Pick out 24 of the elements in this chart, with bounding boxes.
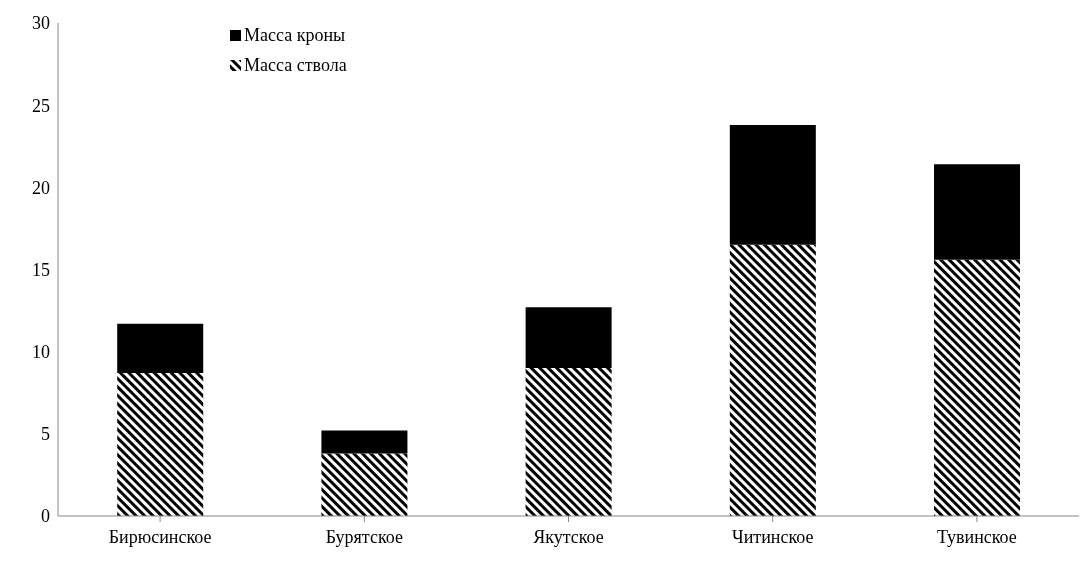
- y-tick-label: 15: [32, 259, 50, 280]
- x-tick-label: Бирюсинское: [108, 526, 212, 547]
- bar: [729, 244, 816, 516]
- y-tick-label: 5: [41, 424, 50, 445]
- legend-label: Масса кроны: [244, 24, 346, 46]
- bar: [117, 323, 204, 374]
- bar: [321, 453, 408, 516]
- y-tick-label: 10: [32, 342, 50, 363]
- y-tick-label: 25: [32, 95, 50, 116]
- bar: [729, 124, 816, 245]
- legend-label: Масса ствола: [244, 54, 347, 76]
- y-tick-label: 30: [32, 13, 50, 34]
- bar: [321, 430, 408, 454]
- bar: [934, 164, 1021, 260]
- x-tick-label: Якутское: [533, 526, 604, 547]
- y-tick-label: 20: [32, 177, 50, 198]
- bar: [117, 373, 204, 516]
- bar: [525, 368, 612, 516]
- bar: [525, 307, 612, 369]
- x-tick-label: Бурятское: [325, 526, 403, 547]
- y-tick-label: 0: [41, 506, 50, 527]
- x-tick-label: Читинское: [731, 526, 814, 547]
- bar: [934, 259, 1021, 516]
- x-tick-label: Тувинское: [936, 526, 1017, 547]
